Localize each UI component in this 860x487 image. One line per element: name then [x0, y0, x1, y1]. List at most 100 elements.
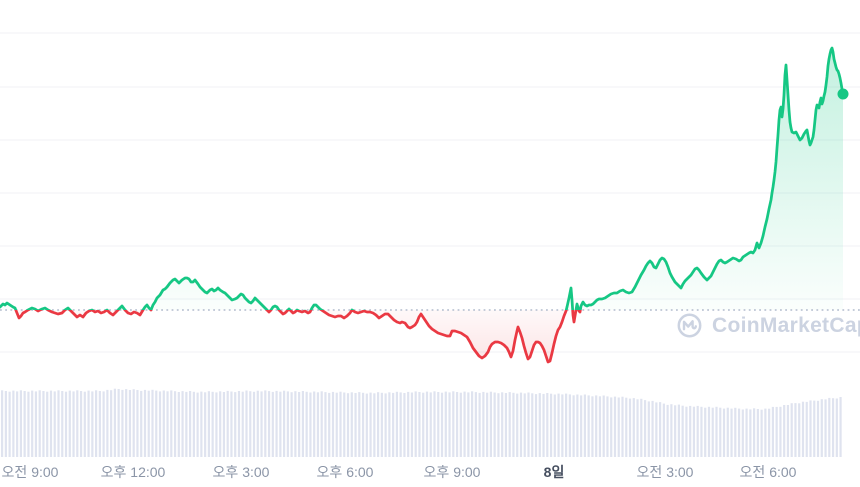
- volume-bar: [68, 390, 71, 457]
- volume-bar: [313, 391, 316, 457]
- volume-bar: [290, 392, 293, 457]
- volume-bar: [403, 393, 406, 457]
- volume-bar: [745, 408, 748, 457]
- volume-bar: [760, 409, 763, 457]
- volume-bar: [309, 392, 312, 457]
- volume-bar: [414, 391, 417, 457]
- volume-bar: [377, 392, 380, 457]
- volume-bar: [425, 391, 429, 457]
- volume-bar: [27, 391, 30, 457]
- volume-bar: [719, 407, 722, 457]
- volume-bar: [185, 391, 188, 457]
- volume-bar: [264, 390, 267, 457]
- volume-bar: [553, 394, 556, 457]
- volume-bar: [151, 389, 154, 457]
- volume-bar: [204, 392, 207, 457]
- coinmarketcap-logo-icon: [677, 313, 702, 338]
- volume-bar: [316, 392, 320, 457]
- volume-bar: [410, 392, 414, 457]
- volume-bar: [613, 396, 617, 457]
- volume-bar: [1, 390, 4, 457]
- volume-bar: [429, 392, 432, 457]
- volume-bar: [275, 390, 278, 457]
- volume-bar: [651, 400, 654, 457]
- volume-bar: [565, 393, 568, 457]
- volume-bar: [576, 394, 579, 457]
- volume-bar: [771, 406, 774, 457]
- volume-bar: [373, 393, 376, 457]
- volume-bar: [696, 405, 699, 457]
- volume-bar: [700, 406, 703, 457]
- volume-bar: [301, 391, 304, 457]
- volume-bar: [647, 401, 650, 457]
- x-axis-label-4: 오후 9:00: [423, 464, 481, 480]
- volume-bar: [42, 391, 45, 457]
- volume-bar: [106, 389, 109, 457]
- volume-bar: [546, 393, 549, 457]
- volume-bar: [4, 391, 7, 457]
- volume-bar: [350, 392, 353, 457]
- x-axis-label-0: 오전 9:00: [1, 464, 59, 480]
- volume-bar: [707, 406, 711, 457]
- volume-bar: [83, 391, 86, 457]
- volume-bar: [730, 408, 733, 457]
- volume-bar: [756, 409, 759, 457]
- volume-bar: [147, 390, 150, 457]
- volume-bar: [711, 407, 714, 457]
- volume-bar: [128, 390, 132, 457]
- volume-bar: [324, 392, 327, 457]
- volume-bar: [595, 395, 598, 457]
- volume-bar: [354, 393, 357, 457]
- volume-bar: [606, 396, 609, 457]
- x-axis-label-2: 오후 3:00: [212, 464, 270, 480]
- volume-bar: [549, 393, 553, 457]
- volume-bar: [343, 392, 346, 457]
- volume-bar: [474, 392, 477, 457]
- volume-bar: [666, 404, 669, 457]
- volume-bar: [809, 400, 812, 457]
- volume-bar: [790, 403, 793, 457]
- volume-bar: [433, 391, 436, 457]
- volume-bar: [497, 393, 500, 457]
- volume-bar: [580, 395, 583, 457]
- volume-bar: [835, 398, 838, 457]
- volume-bar: [207, 391, 210, 457]
- volume-bar: [726, 407, 729, 457]
- volume-bar: [102, 391, 105, 457]
- volume-bar: [493, 392, 496, 457]
- volume-bar: [241, 391, 244, 457]
- volume-bar: [783, 405, 786, 457]
- volume-bar: [219, 391, 222, 457]
- volume-bar: [816, 400, 820, 457]
- volume-bar: [523, 393, 526, 457]
- volume-bar: [46, 391, 49, 457]
- volume-bar: [643, 400, 647, 457]
- volume-bar: [794, 403, 797, 457]
- x-axis-label-5: 8일: [543, 464, 565, 480]
- x-axis: 오전 9:00 오후 12:00 오후 3:00 오후 6:00 오후 9:00 8일 오전…: [0, 462, 860, 484]
- volume-bar: [501, 392, 504, 457]
- volume-bar: [568, 394, 571, 457]
- volume-bar: [636, 399, 639, 457]
- volume-bar: [655, 402, 658, 457]
- volume-bar: [279, 391, 282, 457]
- volume-bar: [467, 392, 470, 457]
- volume-bar: [98, 391, 101, 457]
- volume-bar: [478, 392, 481, 457]
- volume-bar: [237, 391, 241, 457]
- volume-bar: [331, 391, 335, 457]
- price-area-up: [0, 48, 843, 310]
- volume-bar: [125, 389, 128, 457]
- volume-bar: [628, 398, 632, 457]
- volume-bar: [734, 407, 737, 457]
- volume-bar: [741, 409, 744, 457]
- x-axis-label-3: 오후 6:00: [316, 464, 374, 480]
- volume-bar: [587, 395, 590, 457]
- volume-bar: [459, 392, 462, 457]
- volume-bar: [136, 390, 139, 457]
- volume-bar: [557, 393, 560, 457]
- volume-bar: [113, 388, 116, 457]
- volume-bar: [305, 391, 308, 457]
- volume-bar: [659, 402, 662, 457]
